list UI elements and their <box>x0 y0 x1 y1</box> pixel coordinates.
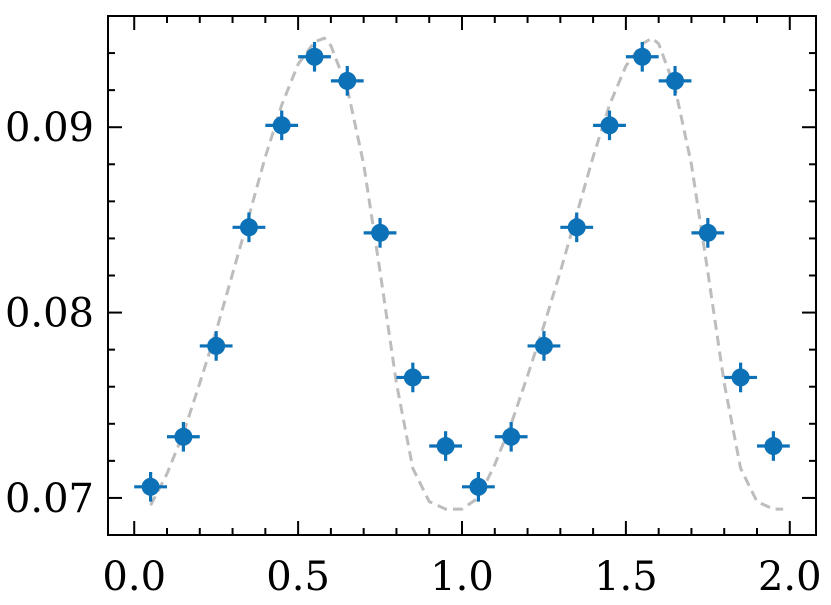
point-marker <box>141 477 160 496</box>
point-marker <box>239 218 258 237</box>
point-marker <box>567 218 586 237</box>
data-point <box>527 331 561 361</box>
data-point <box>396 362 430 393</box>
tick-labels-layer: 0.0 0.5 1.0 1.5 2.0 0.07 0.08 0.09 <box>5 105 822 600</box>
data-point <box>757 431 790 461</box>
data-point <box>494 421 528 452</box>
data-point <box>363 218 397 248</box>
x-tick-label: 0.5 <box>266 554 330 600</box>
point-marker <box>666 71 685 90</box>
data-point <box>429 431 462 461</box>
point-marker <box>698 223 717 242</box>
point-marker <box>764 437 783 456</box>
data-point <box>593 110 626 141</box>
point-marker <box>502 427 521 446</box>
model-curve-layer <box>149 36 784 511</box>
data-point <box>462 471 495 502</box>
model-curve <box>149 36 784 511</box>
data-point <box>199 331 233 361</box>
point-marker <box>371 223 390 242</box>
x-tick-label: 0.0 <box>102 554 166 600</box>
x-tick-label: 1.5 <box>594 554 658 600</box>
y-tick-label: 0.08 <box>5 291 94 337</box>
y-tick-label: 0.09 <box>5 105 94 151</box>
point-marker <box>469 477 488 496</box>
point-marker <box>633 47 652 66</box>
plot-frame <box>107 15 817 536</box>
data-point <box>232 212 266 243</box>
data-point <box>560 212 594 243</box>
point-marker <box>207 336 226 355</box>
data-point <box>724 362 757 393</box>
data-point <box>167 421 200 452</box>
point-marker <box>436 437 455 456</box>
data-points-layer <box>134 41 790 502</box>
y-tick-label: 0.07 <box>5 476 94 522</box>
point-marker <box>403 368 422 387</box>
x-tick-label: 1.0 <box>430 554 494 600</box>
x-tick-label: 2.0 <box>758 554 822 600</box>
data-point <box>691 218 725 248</box>
point-marker <box>272 116 291 135</box>
data-point <box>134 471 167 502</box>
point-marker <box>600 116 619 135</box>
data-point <box>265 110 299 141</box>
point-marker <box>174 427 193 446</box>
point-marker <box>338 71 357 90</box>
data-point <box>298 41 331 72</box>
point-marker <box>305 47 324 66</box>
point-marker <box>534 336 553 355</box>
data-point <box>658 66 692 96</box>
point-marker <box>731 368 750 387</box>
data-point <box>330 66 364 96</box>
data-point <box>625 41 659 72</box>
